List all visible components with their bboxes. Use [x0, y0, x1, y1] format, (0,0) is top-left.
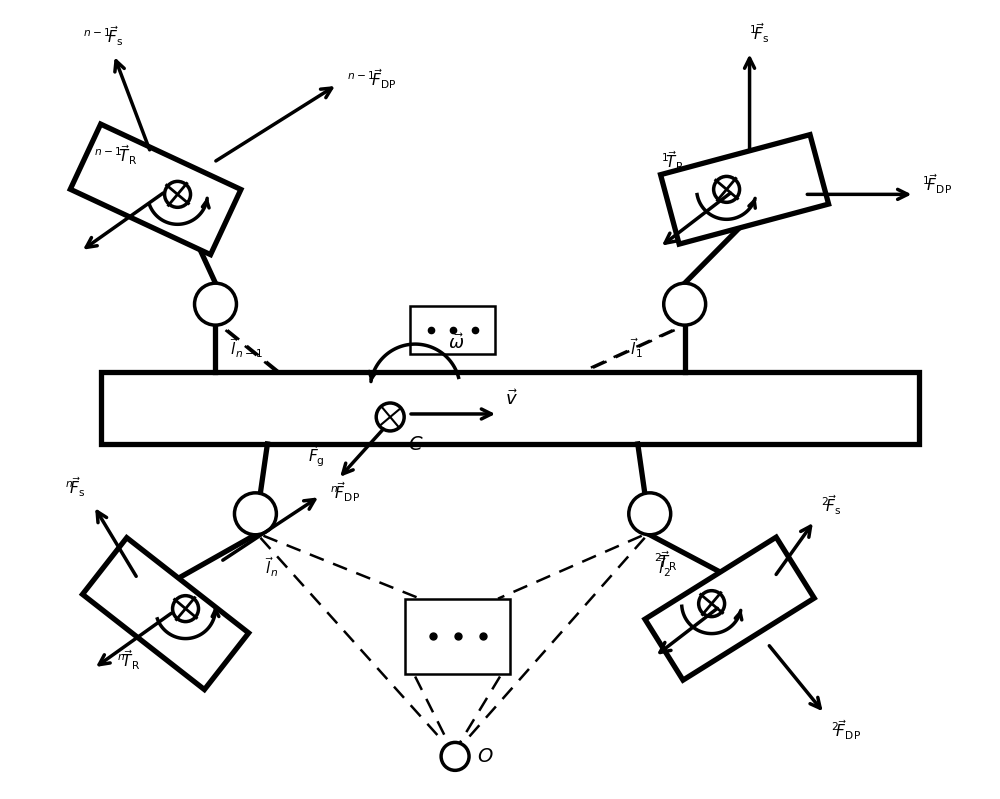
Circle shape [234, 493, 276, 535]
Text: ${}^{1}\!\vec{F}_{\rm DP}$: ${}^{1}\!\vec{F}_{\rm DP}$ [922, 173, 952, 197]
Polygon shape [82, 538, 249, 690]
Polygon shape [410, 306, 495, 354]
Text: ${}^{n}\!\vec{F}_{\rm s}$: ${}^{n}\!\vec{F}_{\rm s}$ [65, 475, 86, 499]
Circle shape [376, 403, 404, 431]
Polygon shape [70, 124, 241, 255]
Text: ${}^{n}\!\vec{T}_{\rm R}$: ${}^{n}\!\vec{T}_{\rm R}$ [117, 649, 141, 672]
Circle shape [441, 742, 469, 770]
Text: $\vec{l}_{n-1}$: $\vec{l}_{n-1}$ [230, 336, 263, 360]
Text: ${}^{n-1}\!\vec{T}_{\rm R}$: ${}^{n-1}\!\vec{T}_{\rm R}$ [94, 144, 138, 168]
Text: $\vec{l}_{1}$: $\vec{l}_{1}$ [630, 336, 643, 360]
Text: ${}^{2}\!\vec{T}_{\rm R}$: ${}^{2}\!\vec{T}_{\rm R}$ [654, 549, 678, 573]
Text: ${}^{n}\!\vec{F}_{\rm DP}$: ${}^{n}\!\vec{F}_{\rm DP}$ [330, 480, 360, 503]
Circle shape [173, 596, 199, 622]
Circle shape [714, 177, 740, 202]
Circle shape [699, 590, 725, 617]
Text: $\vec{v}$: $\vec{v}$ [505, 389, 518, 409]
Text: $\vec{l}_{2}$: $\vec{l}_{2}$ [658, 556, 671, 579]
Polygon shape [101, 372, 919, 444]
Polygon shape [645, 537, 814, 680]
Text: $\vec{F}_{\rm g}$: $\vec{F}_{\rm g}$ [308, 443, 325, 469]
Text: ${}^{2}\!\vec{F}_{\rm s}$: ${}^{2}\!\vec{F}_{\rm s}$ [821, 493, 842, 517]
Circle shape [664, 283, 706, 325]
Polygon shape [405, 598, 510, 674]
Circle shape [195, 283, 236, 325]
Circle shape [165, 181, 191, 207]
Polygon shape [661, 134, 829, 244]
Text: ${}^{2}\!\vec{F}_{\rm DP}$: ${}^{2}\!\vec{F}_{\rm DP}$ [831, 718, 861, 742]
Text: $\vec{l}_{n}$: $\vec{l}_{n}$ [265, 556, 279, 579]
Text: $O$: $O$ [477, 747, 494, 766]
Text: $\vec{\omega}$: $\vec{\omega}$ [448, 333, 464, 353]
Text: ${}^{1}\!\vec{T}_{\rm R}$: ${}^{1}\!\vec{T}_{\rm R}$ [661, 149, 685, 173]
Text: $C$: $C$ [408, 435, 424, 454]
Text: ${}^{n-1}\!\vec{F}_{\rm DP}$: ${}^{n-1}\!\vec{F}_{\rm DP}$ [347, 68, 397, 91]
Circle shape [629, 493, 671, 535]
Text: ${}^{n-1}\!\vec{F}_{\rm s}$: ${}^{n-1}\!\vec{F}_{\rm s}$ [83, 24, 124, 48]
Text: ${}^{1}\!\vec{F}_{\rm s}$: ${}^{1}\!\vec{F}_{\rm s}$ [749, 21, 770, 45]
